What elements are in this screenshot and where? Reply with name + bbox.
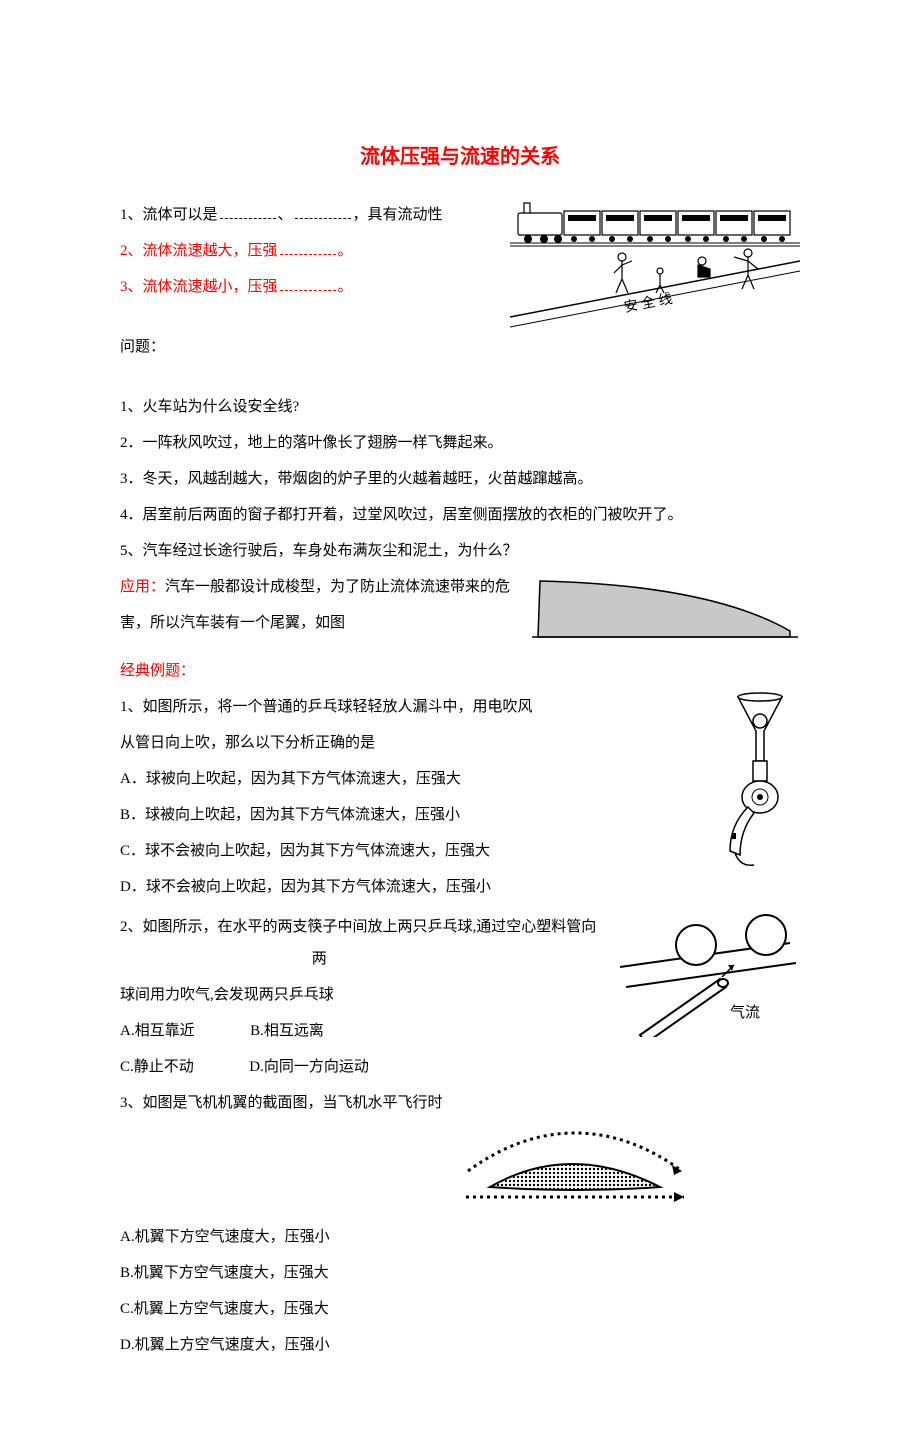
ex1-option-d: D．球不会被向上吹起，因为其下方气体流速大，压强小 — [120, 871, 800, 903]
ex3-option-b: B.机翼下方空气速度大，压强大 — [120, 1257, 800, 1289]
figure-train-safety-line: 安 全 线 — [510, 199, 800, 329]
text: 3、流体流速越小，压强 — [120, 279, 278, 295]
figure-two-balls-chopsticks: 气流 — [610, 907, 800, 1037]
ex3-stem: 3、如图是飞机机翼的截面图，当飞机水平飞行时 — [120, 1087, 800, 1119]
text: 两 — [312, 951, 327, 967]
ex2-options-cd: C.静止不动 D.向同一方向运动 — [120, 1051, 800, 1083]
ex1-option-b: B．球被向上吹起，因为其下方气体流速大，压强小 — [120, 799, 800, 831]
ex1-option-a: A．球被向上吹起，因为其下方气体流速大，压强大 — [120, 763, 800, 795]
ex2-option-a: A.相互靠近 — [120, 1023, 195, 1039]
label-airflow: 气流 — [730, 1004, 760, 1021]
application-label: 应用： — [120, 579, 165, 595]
question-1: 1、火车站为什么设安全线? — [120, 391, 800, 423]
blank — [280, 239, 336, 255]
ex3-option-a: A.机翼下方空气速度大，压强小 — [120, 1221, 800, 1253]
figure-funnel-hairdryer — [720, 691, 800, 871]
page-title: 流体压强与流速的关系 — [120, 140, 800, 169]
text: 2、如图所示，在水平的两支筷子中间放上两只乒乓球,通过空心塑料管向 — [120, 919, 596, 935]
blank — [280, 275, 336, 291]
page: 流体压强与流速的关系 — [0, 0, 920, 1445]
question-2: 2．一阵秋风吹过，地上的落叶像长了翅膀一样飞舞起来。 — [120, 427, 800, 459]
ex2-option-b: B.相互远离 — [250, 1023, 324, 1039]
question-5: 5、汽车经过长途行驶后，车身处布满灰尘和泥土，为什么？ — [120, 535, 800, 567]
question-4: 4．居室前后两面的窗子都打开着，过堂风吹过，居室侧面摆放的衣柜的门被吹开了。 — [120, 499, 800, 531]
ex1-stem-1: 1、如图所示，将一个普通的乒乓球轻轻放人漏斗中，用电吹风 — [120, 691, 800, 723]
ex1-stem-2: 从管日向上吹，那么以下分析正确的是 — [120, 727, 800, 759]
text: 1、流体可以是 — [120, 207, 218, 223]
examples-label: 经典例题： — [120, 655, 800, 687]
figure-car-wing — [530, 571, 800, 651]
text: 2、流体流速越大，压强 — [120, 243, 278, 259]
blank — [295, 203, 351, 219]
ex3-option-d: D.机翼上方空气速度大，压强小 — [120, 1329, 800, 1361]
text: 。 — [338, 243, 353, 259]
question-3: 3．冬天，风越刮越大，带烟囱的炉子里的火越着越旺，火苗越蹿越高。 — [120, 463, 800, 495]
blank — [220, 203, 276, 219]
ex1-option-c: C．球不会被向上吹起，因为其下方气体流速大，压强大 — [120, 835, 800, 867]
questions-label: 问题： — [120, 331, 800, 363]
text: 、 — [278, 207, 293, 223]
ex3-option-c: C.机翼上方空气速度大，压强大 — [120, 1293, 800, 1325]
ex2-option-c: C.静止不动 — [120, 1059, 194, 1075]
text: 。 — [338, 279, 353, 295]
text: 汽车一般都设计成梭型，为了防止流体流速带来的危 — [165, 579, 510, 595]
ex2-option-d: D.向同一方向运动 — [249, 1059, 369, 1075]
figure-airfoil-cross-section — [460, 1127, 690, 1217]
text: ，具有流动性 — [353, 207, 443, 223]
